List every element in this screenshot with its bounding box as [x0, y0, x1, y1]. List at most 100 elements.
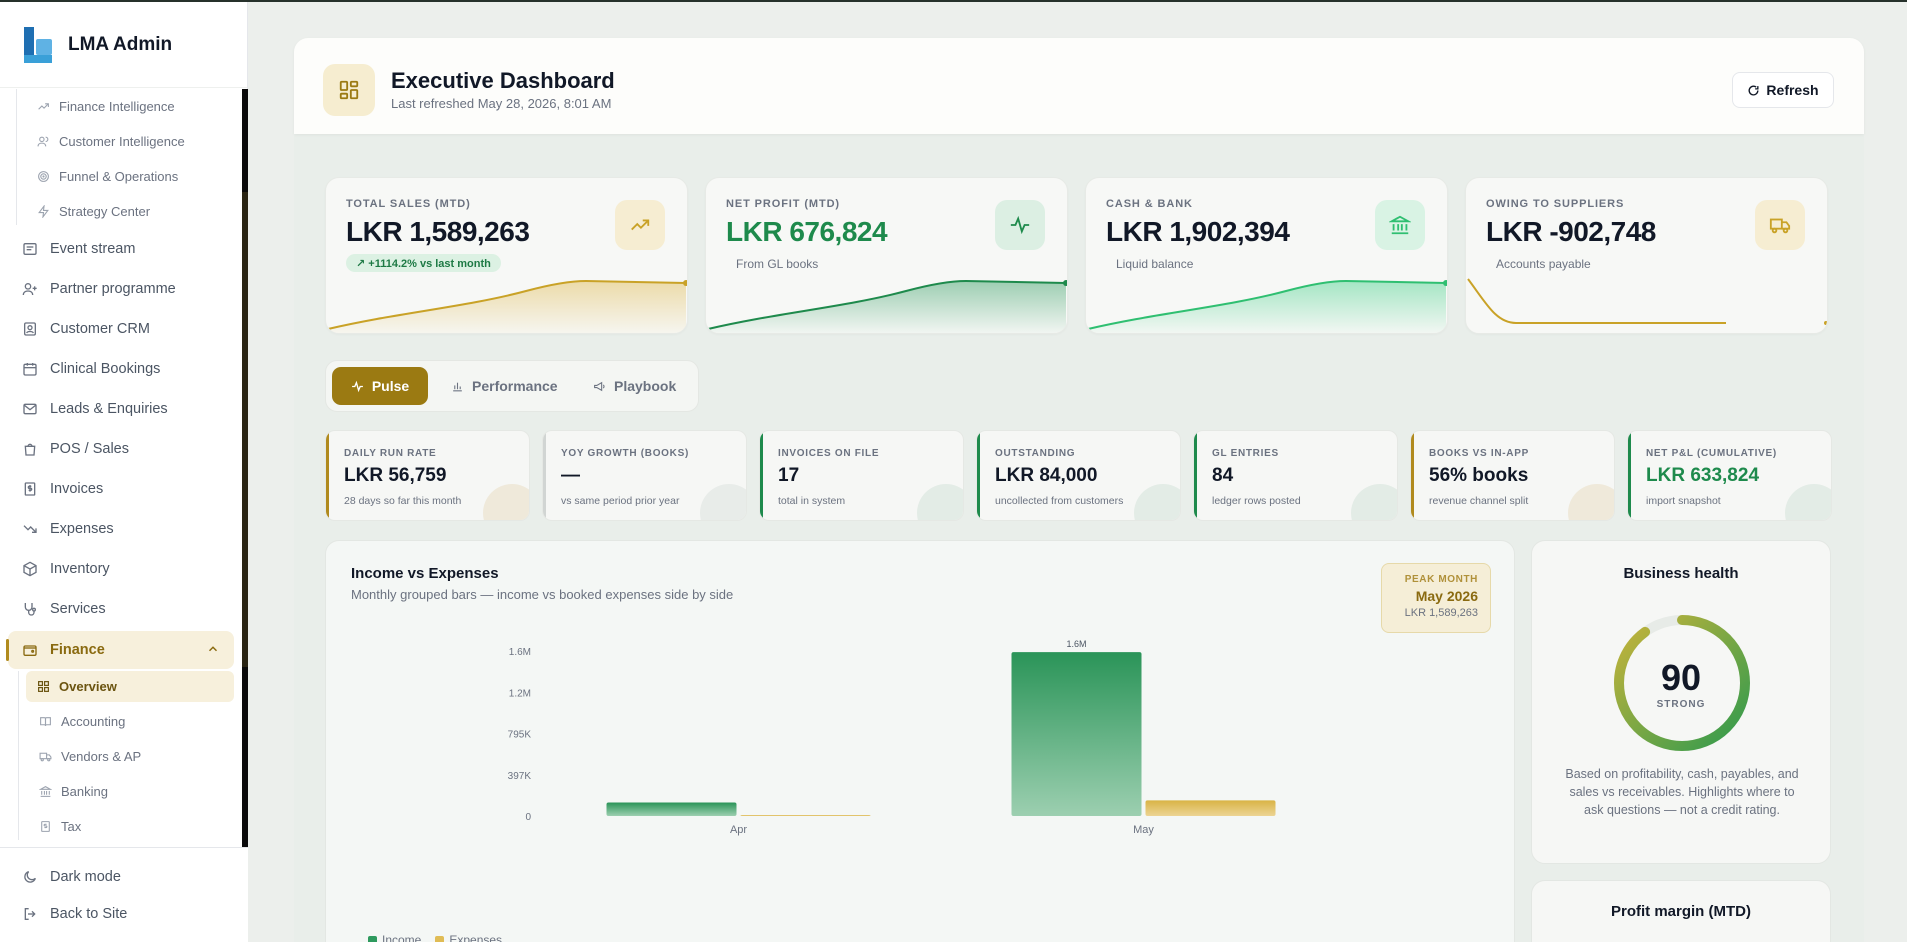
sidebar-item-label: Finance Intelligence [59, 99, 175, 114]
sidebar-item-event-stream[interactable]: Event stream [0, 229, 248, 269]
sidebar: LMA Admin Finance Intelligence Customer … [0, 2, 248, 942]
bar-income-apr[interactable] [606, 802, 737, 816]
sidebar-item-label: Vendors & AP [61, 749, 142, 764]
stat-label: YOY GROWTH (BOOKS) [561, 448, 689, 459]
health-score: 90 [1660, 657, 1702, 698]
kpi-card-net-profit[interactable]: NET PROFIT (MTD) LKR 676,824 From GL boo… [705, 177, 1068, 334]
stat-daily-run-rate[interactable]: DAILY RUN RATE LKR 56,759 28 days so far… [325, 430, 530, 521]
margin-title: Profit margin (MTD) [1611, 903, 1751, 920]
kpi-label: OWING TO SUPPLIERS [1486, 198, 1625, 210]
y-tick-label: 0 [525, 812, 531, 823]
stat-books-vs-inapp[interactable]: BOOKS VS IN-APP 56% books revenue channe… [1410, 430, 1615, 521]
sidebar-item-label: Expenses [50, 521, 114, 537]
stat-gl-entries[interactable]: GL ENTRIES 84 ledger rows posted [1193, 430, 1398, 521]
main-content: Executive Dashboard Last refreshed May 2… [294, 38, 1864, 942]
stat-note: 28 days so far this month [344, 495, 462, 507]
sidebar-item-accounting[interactable]: Accounting [18, 704, 248, 739]
sidebar-item-partner-programme[interactable]: Partner programme [0, 269, 248, 309]
sidebar-item-tax[interactable]: Tax [18, 809, 248, 844]
sidebar-item-label: Invoices [50, 481, 104, 497]
sidebar-item-label: Accounting [61, 714, 126, 729]
sidebar-item-label: Partner programme [50, 281, 176, 297]
stat-outstanding[interactable]: OUTSTANDING LKR 84,000 uncollected from … [976, 430, 1181, 521]
sidebar-item-expenses[interactable]: Expenses [0, 509, 248, 549]
kpi-card-cash-bank[interactable]: CASH & BANK LKR 1,902,394 Liquid balance [1085, 177, 1448, 334]
brand[interactable]: LMA Admin [0, 2, 247, 88]
tab-playbook[interactable]: Playbook [593, 367, 676, 405]
trend-down-icon [22, 521, 38, 537]
profit-margin-card: Profit margin (MTD) [1531, 880, 1831, 942]
dark-mode-toggle[interactable]: Dark mode [0, 858, 248, 895]
box-icon [22, 561, 38, 577]
cash-sparkline [1087, 279, 1447, 333]
sidebar-item-customer-intelligence[interactable]: Customer Intelligence [16, 124, 248, 159]
sidebar-item-label: Funnel & Operations [59, 169, 179, 184]
stat-value: 17 [778, 465, 800, 486]
sidebar-item-vendors-ap[interactable]: Vendors & AP [18, 739, 248, 774]
kpi-label: NET PROFIT (MTD) [726, 198, 840, 210]
stat-net-pl-cumulative[interactable]: NET P&L (CUMULATIVE) LKR 633,824 import … [1627, 430, 1832, 521]
moon-icon [22, 869, 38, 885]
sidebar-item-finance[interactable]: Finance [6, 631, 234, 669]
mail-icon [22, 401, 38, 417]
sidebar-item-customer-crm[interactable]: Customer CRM [0, 309, 248, 349]
sidebar-item-invoices[interactable]: Invoices [0, 469, 248, 509]
pulse-icon [995, 200, 1045, 250]
sidebar-item-services[interactable]: Services [0, 589, 248, 629]
dark-mode-label: Dark mode [50, 868, 121, 885]
tab-pulse[interactable]: Pulse [332, 367, 428, 405]
stat-note: import snapshot [1646, 495, 1721, 507]
back-to-site-link[interactable]: Back to Site [0, 895, 248, 932]
stat-value: LKR 56,759 [344, 465, 447, 486]
tab-performance[interactable]: Performance [451, 367, 558, 405]
stat-yoy-growth[interactable]: YOY GROWTH (BOOKS) — vs same period prio… [542, 430, 747, 521]
sidebar-item-label: Inventory [50, 561, 110, 577]
chart-legend: Income Expenses [368, 933, 502, 942]
stat-value: 84 [1212, 465, 1234, 486]
receipt-icon [38, 820, 52, 834]
peak-label: PEAK MONTH [1404, 574, 1478, 585]
health-gauge-arc [1614, 615, 1750, 751]
sidebar-item-label: POS / Sales [50, 441, 129, 457]
bar-expenses-may[interactable] [1145, 800, 1276, 816]
stat-label: OUTSTANDING [995, 448, 1076, 459]
sidebar-item-pos-sales[interactable]: POS / Sales [0, 429, 248, 469]
sidebar-item-funnel-operations[interactable]: Funnel & Operations [16, 159, 248, 194]
legend-expenses[interactable]: Expenses [435, 933, 502, 942]
legend-income[interactable]: Income [368, 933, 421, 942]
peak-month: May 2026 [1415, 588, 1478, 604]
wallet-icon [22, 642, 38, 658]
kpi-note: Liquid balance [1116, 257, 1194, 271]
sidebar-item-strategy-center[interactable]: Strategy Center [16, 194, 248, 229]
legend-label: Expenses [449, 933, 503, 942]
sidebar-item-finance-intelligence[interactable]: Finance Intelligence [16, 89, 248, 124]
stat-invoices-on-file[interactable]: INVOICES ON FILE 17 total in system [759, 430, 964, 521]
sidebar-scrollbar-thumb[interactable] [242, 192, 248, 667]
sidebar-item-inventory[interactable]: Inventory [0, 549, 248, 589]
sidebar-scrollbar[interactable] [242, 89, 248, 847]
health-gauge [1614, 615, 1750, 751]
peak-value: LKR 1,589,263 [1404, 607, 1478, 619]
chevron-up-icon[interactable] [206, 642, 220, 660]
sidebar-item-overview[interactable]: Overview [26, 671, 234, 702]
sidebar-item-label: Clinical Bookings [50, 361, 161, 377]
stat-note: ledger rows posted [1212, 495, 1301, 507]
kpi-card-total-sales[interactable]: TOTAL SALES (MTD) LKR 1,589,263 ↗ +1114.… [325, 177, 688, 334]
kpi-note: From GL books [736, 257, 819, 271]
bar-expenses-apr[interactable] [740, 815, 871, 816]
sidebar-item-leads-enquiries[interactable]: Leads & Enquiries [0, 389, 248, 429]
health-title: Business health [1623, 565, 1739, 582]
bar-income-may[interactable] [1011, 652, 1142, 816]
y-tick-label: 795K [508, 730, 532, 741]
kpi-card-owing-suppliers[interactable]: OWING TO SUPPLIERS LKR -902,748 Accounts… [1465, 177, 1828, 334]
sidebar-footer: Dark mode Back to Site [0, 847, 248, 942]
refresh-button[interactable]: Refresh [1732, 72, 1834, 108]
sidebar-item-label: Overview [59, 679, 117, 694]
target-icon [36, 170, 50, 184]
trend-up-icon [615, 200, 665, 250]
sidebar-item-banking[interactable]: Banking [18, 774, 248, 809]
app-name: LMA Admin [68, 33, 173, 55]
stat-label: DAILY RUN RATE [344, 448, 437, 459]
bag-icon [22, 441, 38, 457]
sidebar-item-clinical-bookings[interactable]: Clinical Bookings [0, 349, 248, 389]
